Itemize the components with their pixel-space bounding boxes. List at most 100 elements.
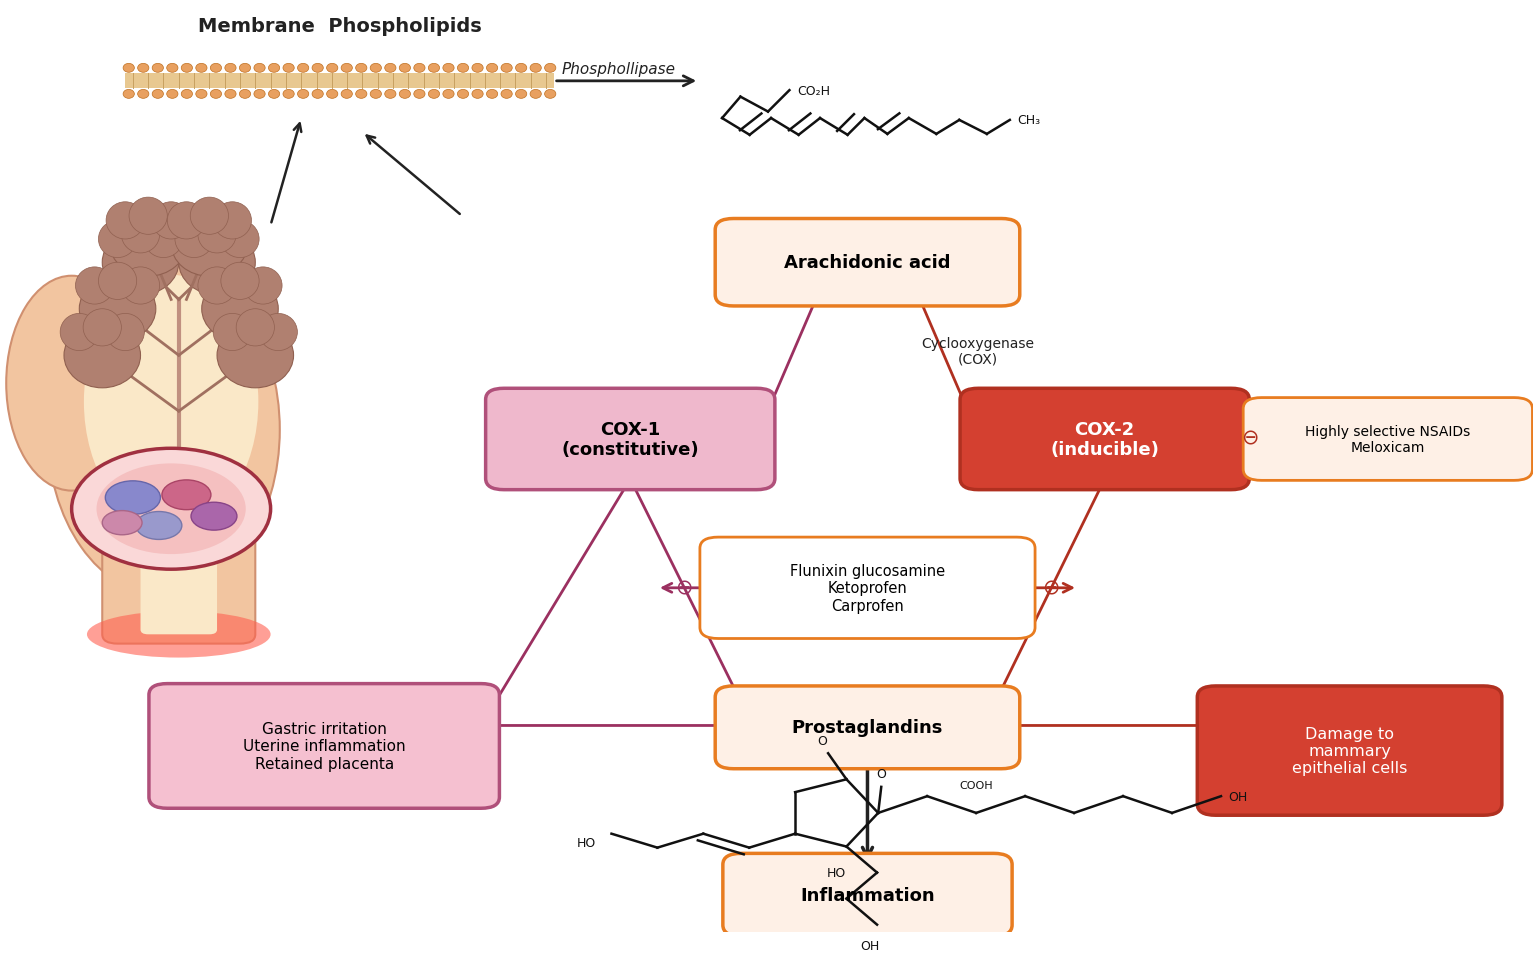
Text: Highly selective NSAIDs
Meloxicam: Highly selective NSAIDs Meloxicam: [1306, 424, 1470, 455]
Text: O: O: [817, 734, 826, 747]
Ellipse shape: [167, 91, 178, 99]
FancyBboxPatch shape: [140, 541, 217, 635]
FancyBboxPatch shape: [103, 533, 255, 644]
Ellipse shape: [327, 91, 338, 99]
Ellipse shape: [190, 198, 229, 235]
Ellipse shape: [240, 64, 250, 73]
Ellipse shape: [214, 203, 252, 240]
Ellipse shape: [312, 64, 323, 73]
Ellipse shape: [501, 64, 511, 73]
Ellipse shape: [195, 64, 207, 73]
FancyBboxPatch shape: [1197, 686, 1502, 816]
Ellipse shape: [516, 91, 527, 99]
Circle shape: [135, 512, 181, 539]
Text: ⊖: ⊖: [1043, 578, 1060, 598]
Ellipse shape: [98, 221, 137, 258]
Ellipse shape: [103, 231, 178, 295]
Text: ⊖: ⊖: [1241, 428, 1260, 448]
Circle shape: [161, 480, 210, 510]
Ellipse shape: [356, 91, 367, 99]
Ellipse shape: [341, 91, 352, 99]
Ellipse shape: [181, 64, 192, 73]
Circle shape: [103, 511, 141, 536]
Text: COX-2
(inducible): COX-2 (inducible): [1051, 420, 1160, 459]
Text: Flunixin glucosamine
Ketoprofen
Carprofen: Flunixin glucosamine Ketoprofen Carprofe…: [790, 563, 945, 613]
Ellipse shape: [399, 64, 410, 73]
Ellipse shape: [442, 91, 455, 99]
Ellipse shape: [65, 323, 140, 389]
Ellipse shape: [221, 263, 260, 300]
Ellipse shape: [198, 268, 237, 305]
Ellipse shape: [167, 64, 178, 73]
Ellipse shape: [201, 277, 278, 342]
Ellipse shape: [198, 216, 237, 253]
Ellipse shape: [341, 64, 352, 73]
Text: Cyclooxygenase
(COX): Cyclooxygenase (COX): [922, 336, 1034, 366]
Ellipse shape: [224, 64, 237, 73]
Ellipse shape: [6, 276, 137, 491]
Ellipse shape: [545, 91, 556, 99]
Ellipse shape: [312, 91, 323, 99]
Ellipse shape: [178, 231, 255, 295]
Ellipse shape: [217, 323, 293, 389]
Ellipse shape: [167, 203, 206, 240]
Ellipse shape: [75, 268, 114, 305]
Ellipse shape: [88, 612, 270, 658]
FancyBboxPatch shape: [960, 389, 1249, 490]
Ellipse shape: [458, 64, 468, 73]
Ellipse shape: [530, 64, 541, 73]
Ellipse shape: [472, 91, 484, 99]
Text: Arachidonic acid: Arachidonic acid: [785, 253, 951, 272]
Bar: [126, 74, 554, 90]
Ellipse shape: [195, 91, 207, 99]
Ellipse shape: [138, 64, 149, 73]
Ellipse shape: [152, 64, 163, 73]
Ellipse shape: [144, 221, 183, 258]
Text: Gastric irritation
Uterine inflammation
Retained placenta: Gastric irritation Uterine inflammation …: [243, 721, 406, 771]
Text: Damage to
mammary
epithelial cells: Damage to mammary epithelial cells: [1292, 726, 1407, 776]
Ellipse shape: [413, 64, 425, 73]
Text: CO₂H: CO₂H: [797, 85, 829, 97]
Ellipse shape: [237, 310, 275, 347]
Ellipse shape: [224, 91, 237, 99]
Ellipse shape: [214, 314, 252, 352]
Ellipse shape: [327, 64, 338, 73]
Circle shape: [190, 502, 237, 531]
Ellipse shape: [384, 64, 396, 73]
Ellipse shape: [260, 314, 298, 352]
Ellipse shape: [123, 64, 134, 73]
Ellipse shape: [98, 263, 137, 300]
Ellipse shape: [501, 91, 511, 99]
Ellipse shape: [472, 64, 484, 73]
Text: ⊖: ⊖: [676, 578, 693, 598]
Ellipse shape: [458, 91, 468, 99]
FancyBboxPatch shape: [700, 537, 1035, 639]
Text: CH₃: CH₃: [1017, 114, 1040, 128]
Ellipse shape: [152, 91, 163, 99]
Text: HO: HO: [828, 866, 846, 880]
FancyBboxPatch shape: [149, 684, 499, 808]
Ellipse shape: [253, 91, 266, 99]
Text: Phosphollipase: Phosphollipase: [561, 62, 676, 77]
Ellipse shape: [83, 310, 121, 347]
Text: COOH: COOH: [960, 780, 992, 790]
Ellipse shape: [244, 268, 283, 305]
Text: OH: OH: [1229, 790, 1247, 802]
Ellipse shape: [221, 221, 260, 258]
Ellipse shape: [60, 314, 98, 352]
Circle shape: [97, 464, 246, 555]
Text: Membrane  Phospholipids: Membrane Phospholipids: [198, 16, 481, 35]
Ellipse shape: [269, 91, 280, 99]
Text: O: O: [877, 767, 886, 781]
Ellipse shape: [399, 91, 410, 99]
Ellipse shape: [269, 64, 280, 73]
Text: OH: OH: [860, 939, 879, 952]
Ellipse shape: [429, 64, 439, 73]
Ellipse shape: [111, 212, 186, 277]
Ellipse shape: [121, 216, 160, 253]
Ellipse shape: [442, 64, 455, 73]
Text: COX-1
(constitutive): COX-1 (constitutive): [562, 420, 699, 459]
Ellipse shape: [487, 91, 498, 99]
Ellipse shape: [530, 91, 541, 99]
Ellipse shape: [210, 64, 221, 73]
